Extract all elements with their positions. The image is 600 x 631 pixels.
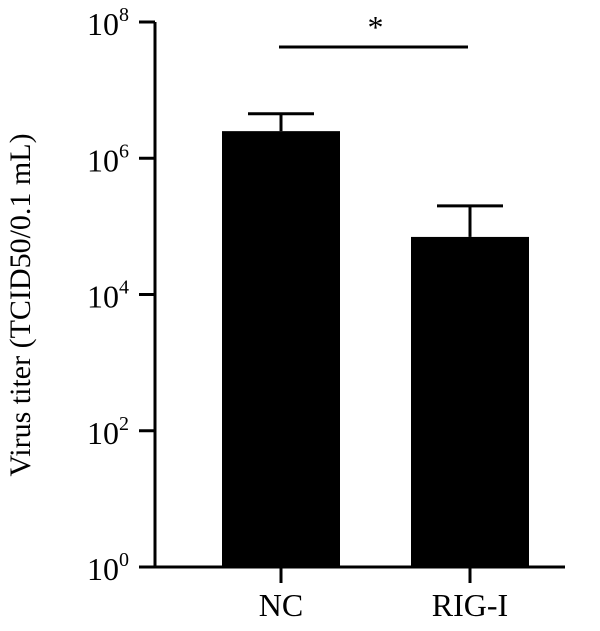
y-tick-label: 108 bbox=[87, 4, 129, 42]
x-tick-label: RIG-I bbox=[432, 587, 508, 623]
y-tick-label: 104 bbox=[87, 277, 129, 315]
bar-nc bbox=[222, 131, 340, 568]
y-axis: 100 102 104 106 108 bbox=[87, 4, 157, 587]
y-tick-label: 102 bbox=[87, 413, 129, 451]
bar-rig-i bbox=[411, 236, 529, 568]
error-bars bbox=[248, 112, 503, 237]
y-tick-label: 106 bbox=[87, 140, 129, 178]
significance-label: * bbox=[368, 9, 384, 45]
bars bbox=[222, 131, 529, 568]
y-tick-label: 100 bbox=[87, 549, 129, 587]
significance-annotation: * bbox=[279, 9, 468, 49]
x-axis: NC RIG-I bbox=[155, 565, 565, 623]
y-axis-label: Virus titer (TCID50/0.1 mL) bbox=[4, 133, 37, 476]
x-tick-label: NC bbox=[259, 587, 303, 623]
